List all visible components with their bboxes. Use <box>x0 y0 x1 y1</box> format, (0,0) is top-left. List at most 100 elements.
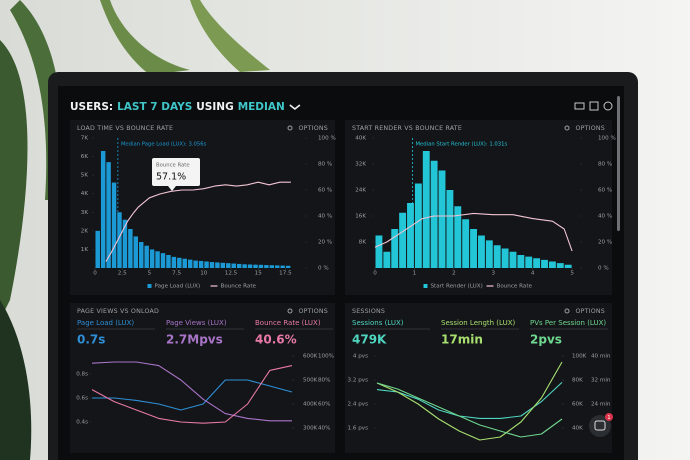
scrollbar[interactable] <box>617 96 620 231</box>
chat-button[interactable]: 1 <box>589 413 613 437</box>
kpi-label: Sessions (LUX) <box>352 319 404 327</box>
kpi-label: Bounce Rate (LUX) <box>255 319 321 327</box>
y-tick-label: 40K <box>355 136 366 142</box>
x-tick-label: 1 <box>413 271 417 277</box>
options-icon[interactable] <box>564 125 570 131</box>
y2-tick-label: 60K <box>572 402 583 408</box>
y-tick-label: 8K <box>359 240 367 246</box>
x-tick-label: 0 <box>373 271 377 277</box>
bar <box>177 257 182 268</box>
y-tick-label: 3.2 pvs <box>348 378 369 384</box>
image-icon[interactable] <box>589 101 599 111</box>
tooltip-value: 57.1% <box>156 172 186 183</box>
bar <box>209 262 215 268</box>
kpi-value: 2pvs <box>530 333 562 347</box>
bar <box>485 240 493 268</box>
bar <box>95 230 100 268</box>
bar <box>533 258 541 268</box>
series-line <box>376 361 563 441</box>
kpi-value: 479K <box>352 333 387 347</box>
y-tick-label: 24K <box>355 188 366 194</box>
dashboard-title: USERS: LAST 7 DAYS USING MEDIAN <box>70 101 285 113</box>
bar <box>215 262 220 268</box>
title-part: USING <box>196 101 233 113</box>
x-tick-label: 17.5 <box>279 271 292 277</box>
bar <box>166 255 171 268</box>
series-line <box>105 181 291 262</box>
toolbar-icons <box>574 101 613 111</box>
kpi-label: Page Load (LUX) <box>77 319 134 327</box>
x-tick-label: 5 <box>570 271 574 277</box>
options-button[interactable]: OPTIONS <box>298 125 328 132</box>
options-icon[interactable] <box>564 308 570 314</box>
bar <box>220 262 226 268</box>
bar <box>139 242 144 268</box>
options-button[interactable]: OPTIONS <box>575 125 605 132</box>
y2-tick-label: 60 % <box>598 188 612 194</box>
legend-label: Bounce Rate <box>497 284 533 290</box>
series-line <box>92 379 293 411</box>
kpi-value: 0.7s <box>77 333 105 347</box>
x-tick-label: 2 <box>452 271 456 277</box>
options-button[interactable]: OPTIONS <box>298 308 328 315</box>
y2-tick-label: 80 % <box>318 162 332 168</box>
dropdown-chevron[interactable] <box>289 104 301 111</box>
y3-tick-label: 40 min <box>591 354 611 360</box>
bar <box>478 235 485 268</box>
monitor-icon[interactable] <box>574 102 585 110</box>
y-tick-label: 1K <box>81 247 89 253</box>
bar <box>204 261 209 268</box>
kpi-label: Page Views (LUX) <box>166 319 227 327</box>
bar <box>264 265 269 268</box>
bar <box>231 263 236 268</box>
series-line <box>376 382 563 438</box>
bar <box>446 190 454 268</box>
bar <box>285 265 291 268</box>
y-tick-label: 32K <box>355 162 366 168</box>
y3-tick-label: 40% <box>318 426 330 432</box>
panels: LOAD TIME VS BOUNCE RATE OPTIONS 1K 2K 3K 4K 5… <box>70 120 616 453</box>
options-icon[interactable] <box>287 308 293 314</box>
help-icon[interactable] <box>603 101 613 111</box>
panel <box>70 303 335 453</box>
bar <box>149 249 155 268</box>
bar <box>414 183 422 268</box>
series-line <box>91 365 293 424</box>
bar <box>236 263 242 268</box>
chat-circle[interactable] <box>589 415 611 437</box>
options-icon[interactable] <box>287 125 293 131</box>
options-button[interactable]: OPTIONS <box>575 308 605 315</box>
x-tick-label: 7.5 <box>172 271 181 277</box>
y2-tick-label: 80K <box>572 378 583 384</box>
title-part[interactable]: MEDIAN <box>238 101 285 113</box>
bar <box>193 260 198 268</box>
bar <box>226 263 231 268</box>
y2-tick-label: 40 % <box>598 214 612 220</box>
panel-title: START RENDER VS BOUNCE RATE <box>352 125 462 132</box>
bar <box>493 245 501 268</box>
y2-tick-label: 80 % <box>598 162 612 168</box>
y2-tick-label: 0 % <box>598 266 609 272</box>
title-part: USERS: <box>70 101 113 113</box>
x-tick-label: 3 <box>491 271 495 277</box>
y2-tick-label: 60 % <box>318 188 332 194</box>
bar <box>454 206 462 268</box>
bar <box>106 162 111 268</box>
bar <box>144 245 149 268</box>
legend-label: Bounce Rate <box>221 284 257 290</box>
bar <box>462 219 470 268</box>
y-tick-label: 3K <box>81 210 89 216</box>
bar <box>438 170 446 268</box>
y2-tick-label: 400K <box>303 402 318 408</box>
title-part[interactable]: LAST 7 DAYS <box>117 101 192 113</box>
bar <box>280 265 285 268</box>
y3-tick-label: 32 min <box>591 378 611 384</box>
median-label: Median Start Render (LUX): 1.031s <box>415 142 507 148</box>
bar <box>111 182 117 268</box>
bar <box>375 235 383 268</box>
tooltip-title: Bounce Rate <box>156 163 190 169</box>
series-line <box>374 212 573 252</box>
y-tick-label: 5K <box>81 173 89 179</box>
y-tick-label: 2K <box>81 228 89 234</box>
